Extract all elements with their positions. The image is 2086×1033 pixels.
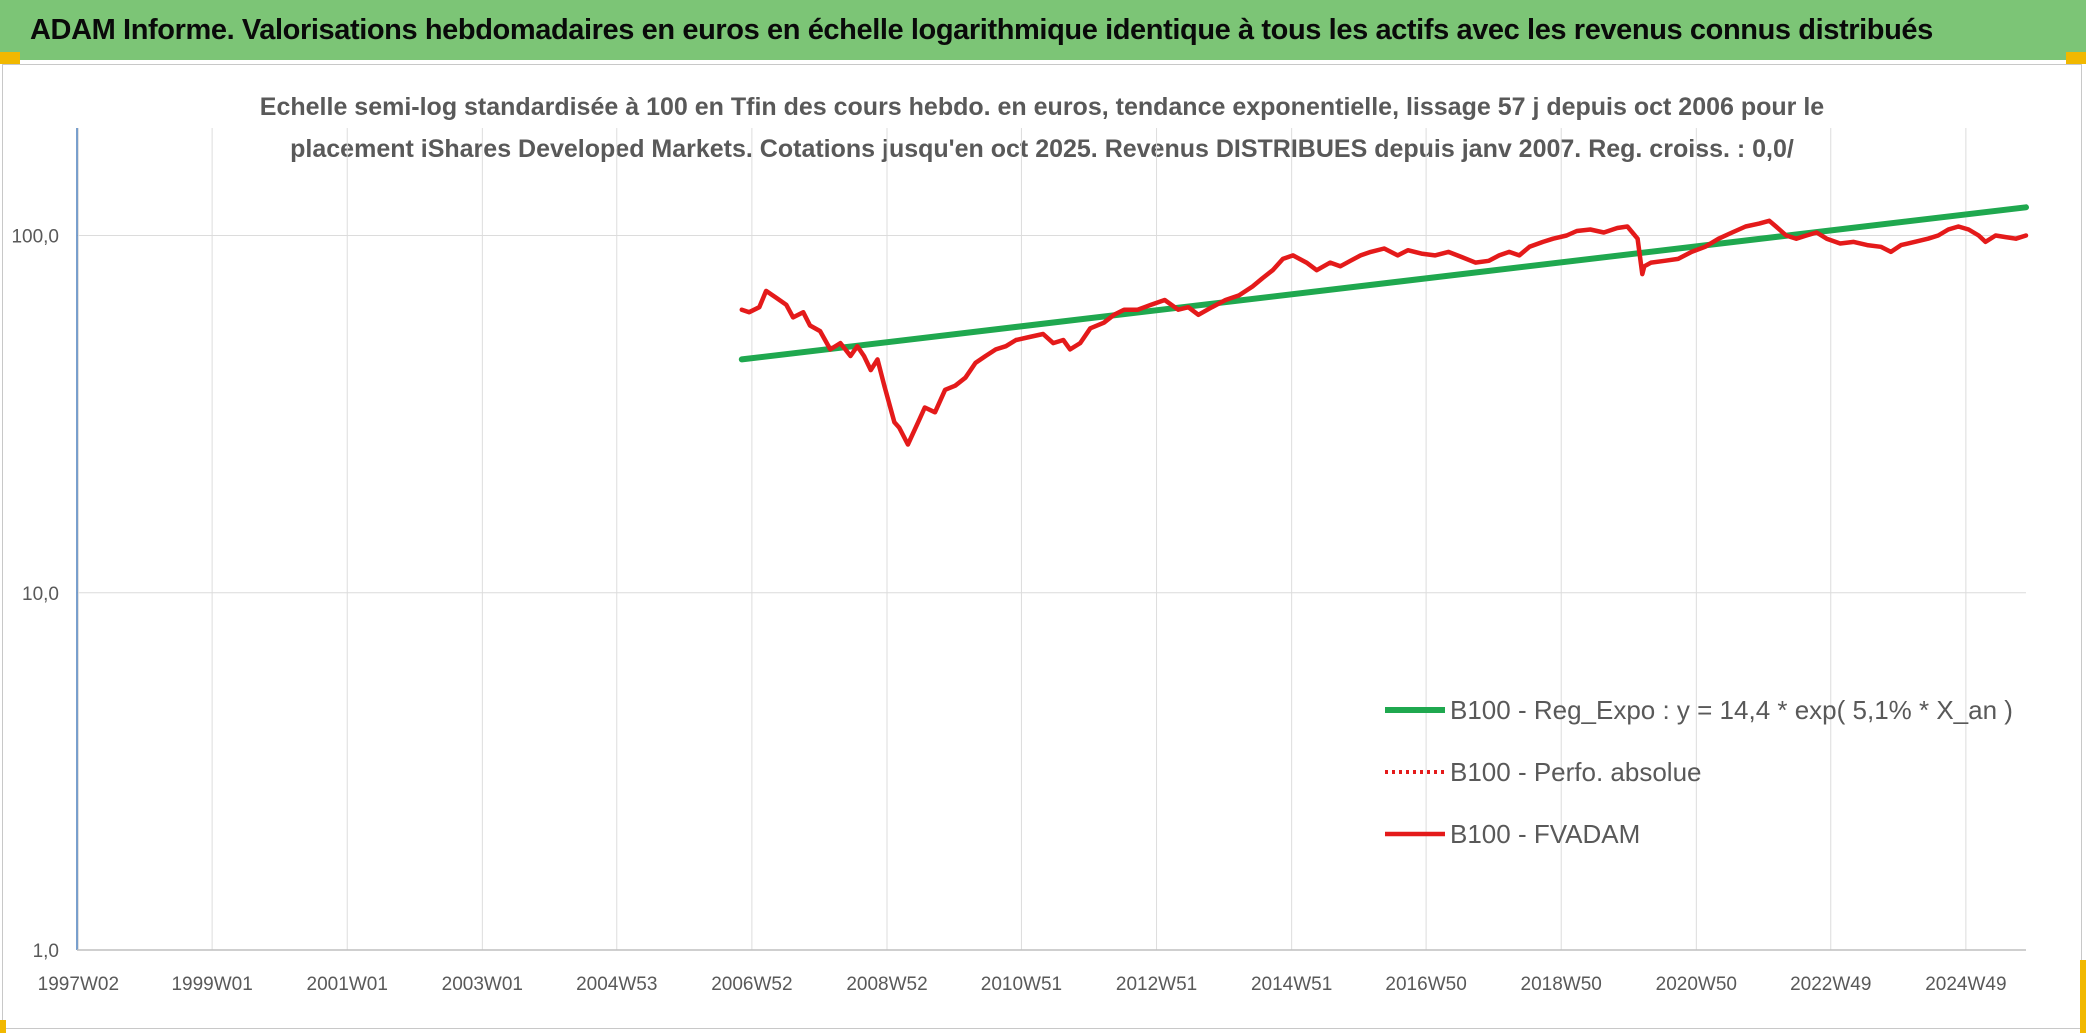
x-tick-label: 2018W50 [1521,974,1602,995]
x-tick-label: 2003W01 [442,974,523,995]
x-tick-label: 2008W52 [846,974,927,995]
chart-subtitle-line-2: placement iShares Developed Markets. Cot… [290,135,1794,163]
legend-label-2: B100 - Perfo. absolue [1450,757,1702,787]
report-banner: ADAM Informe. Valorisations hebdomadaire… [0,0,2086,60]
corner-accent-right [2066,52,2086,64]
corner-accent-left [0,52,20,64]
y-tick-label: 10,0 [22,584,59,605]
x-tick-label: 2016W50 [1385,974,1466,995]
x-tick-label: 2010W51 [981,974,1062,995]
axes: 1997W02 1999W01 2001W01 2003W01 2004W53 2006W… [11,128,2026,995]
x-tick-label: 2012W51 [1116,974,1197,995]
x-tick-label: 2001W01 [307,974,388,995]
series-line-1 [738,204,2029,363]
legend-label-1: B100 - Reg_Expo : y = 14,4 * exp( 5,1% *… [1450,695,2013,725]
series [738,204,2029,447]
edge-accent-right [2080,960,2086,1033]
x-tick-label: 1999W01 [171,974,252,995]
grid [77,128,2026,951]
y-tick-label: 1,0 [33,941,59,962]
series-line-3 [739,218,2029,447]
x-tick-label: 2020W50 [1656,974,1737,995]
x-tick-label: 1997W02 [38,974,119,995]
x-tick-label: 2014W51 [1251,974,1332,995]
legend-label-3: B100 - FVADAM [1450,819,1640,849]
edge-accent-left [0,1020,6,1033]
x-tick-label: 2004W53 [576,974,657,995]
chart-subtitle-line-1: Echelle semi-log standardisée à 100 en T… [260,93,1825,121]
legend: B100 - Reg_Expo : y = 14,4 * exp( 5,1% *… [1385,695,2013,849]
x-tick-label: 2022W49 [1790,974,1871,995]
chart-frame [2,64,2082,1029]
report-title: ADAM Informe. Valorisations hebdomadaire… [30,13,1933,46]
x-tick-label: 2024W49 [1925,974,2006,995]
y-tick-label: 100,0 [11,227,59,248]
x-tick-label: 2006W52 [711,974,792,995]
